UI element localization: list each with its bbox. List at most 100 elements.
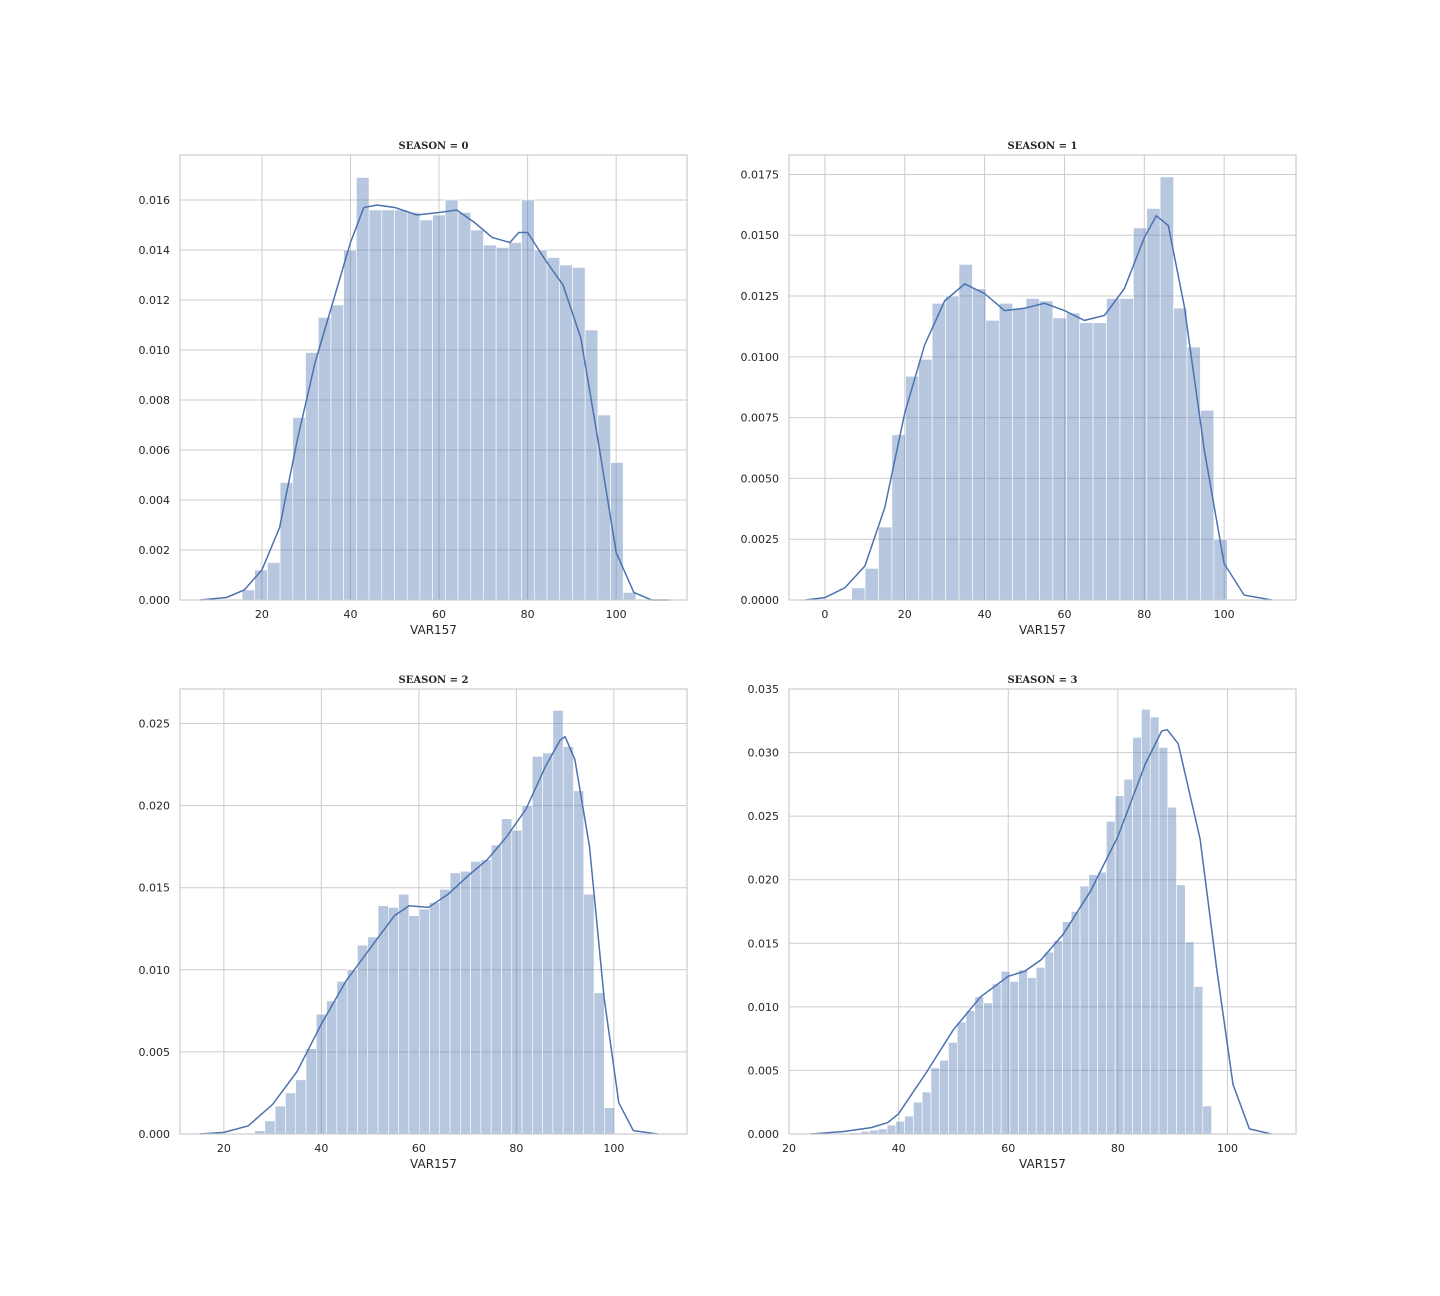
x-tick-label: 100 (606, 608, 627, 621)
histogram-bar (305, 1048, 317, 1135)
histogram-bar (1088, 874, 1098, 1135)
histogram-bar (279, 482, 294, 601)
histogram-bar (445, 199, 459, 601)
y-tick-label: 0.0000 (741, 594, 780, 607)
histogram-bar (886, 1124, 897, 1135)
histogram-bar (1146, 208, 1161, 601)
histogram-bar (521, 805, 533, 1135)
y-tick-label: 0.0150 (741, 229, 780, 242)
x-tick-label: 100 (1217, 1142, 1238, 1155)
histogram-bar (998, 303, 1013, 601)
plot-frame (788, 688, 1297, 1135)
x-axis-label: VAR157 (1019, 1157, 1066, 1171)
y-tick-label: 0.015 (139, 882, 171, 895)
histogram-bar (1184, 941, 1195, 1135)
histogram-bar (864, 568, 879, 601)
x-tick-label: 60 (412, 1142, 426, 1155)
x-axis-label: VAR157 (410, 623, 457, 637)
y-tick-label: 0.0025 (741, 533, 780, 546)
y-tick-label: 0.010 (748, 1001, 780, 1014)
kde-curve (810, 728, 1272, 1135)
histogram-bar (501, 818, 513, 1135)
histogram-bar (470, 861, 482, 1135)
histogram-bar (1106, 298, 1121, 601)
histogram-bar (1123, 778, 1133, 1135)
histogram-bar (254, 569, 268, 601)
panel-0: 0.000 0.002 0.004 0.006 0.008 0.010 0.012 0.014… (139, 141, 688, 637)
y-tick-label: 0.0075 (741, 412, 780, 425)
histogram-bar (1141, 709, 1151, 1135)
histogram-bar (483, 244, 497, 601)
y-tick-label: 0.008 (139, 394, 171, 407)
y-tick-label: 0.010 (139, 964, 171, 977)
histogram-bar (367, 936, 379, 1135)
kde-curve (199, 735, 658, 1135)
histogram-bar (972, 288, 987, 601)
histogram-bar (1092, 322, 1107, 601)
histogram-bar (622, 592, 637, 601)
histogram-bar (945, 295, 960, 601)
y-tick-label: 0.002 (139, 544, 171, 557)
histogram-bar (432, 214, 446, 601)
plot-frame (179, 154, 688, 601)
histogram-bar (930, 1067, 941, 1135)
histogram-bar (398, 893, 410, 1135)
histogram-bar (274, 1105, 286, 1135)
histogram-bar (983, 1002, 993, 1135)
histogram-bar (490, 844, 502, 1135)
y-tick-label: 0.0175 (741, 168, 780, 181)
x-tick-label: 20 (898, 608, 912, 621)
histogram-bar (604, 1107, 615, 1135)
histogram-bar (1070, 911, 1081, 1135)
x-tick-label: 20 (255, 608, 269, 621)
histogram-bar (921, 1091, 932, 1135)
histogram-bar (1186, 346, 1201, 601)
x-axis-label: VAR157 (1019, 623, 1066, 637)
histogram-bar (559, 264, 573, 601)
histogram-bar (1039, 300, 1054, 601)
y-tick-label: 0.005 (748, 1064, 780, 1077)
histogram-bar (1012, 307, 1027, 601)
histogram-bar (573, 790, 585, 1135)
x-tick-label: 80 (509, 1142, 523, 1155)
histogram-bar (1202, 1105, 1212, 1135)
x-tick-label: 0 (821, 608, 828, 621)
panel-2: 0.000 0.005 0.010 0.015 0.020 0.025 20 40 60 80 10… (139, 675, 688, 1171)
y-tick-label: 0.010 (139, 344, 171, 357)
panel-1: 0.0000 0.0025 0.0050 0.0075 0.0100 0.0125 0.01… (741, 141, 1297, 637)
panel-title: SEASON = 2 (399, 675, 469, 686)
x-tick-label: 40 (892, 1142, 906, 1155)
y-tick-label: 0.035 (748, 683, 780, 696)
y-tick-label: 0.000 (139, 1128, 171, 1141)
kde-curve (804, 214, 1273, 601)
histogram-bar (905, 375, 920, 601)
histogram-bar (552, 710, 564, 1135)
histogram-bar (285, 1092, 297, 1135)
histogram-bar (878, 526, 893, 601)
histogram-bar (470, 229, 484, 601)
histogram-bar (457, 212, 472, 601)
histogram-bar (419, 219, 433, 601)
histogram-bar (913, 1101, 923, 1135)
panel-title: SEASON = 0 (399, 141, 469, 152)
histogram-bar (356, 177, 370, 601)
histogram-bar (495, 247, 510, 601)
x-tick-label: 60 (432, 608, 446, 621)
histogram-bar (1009, 981, 1019, 1135)
histogram-bar (948, 1042, 958, 1135)
y-tick-label: 0.0050 (741, 472, 780, 485)
x-axis-label: VAR157 (410, 1157, 457, 1171)
x-tick-label: 40 (343, 608, 357, 621)
histogram-bar (918, 358, 933, 601)
x-tick-label: 40 (314, 1142, 328, 1155)
histogram-bar (891, 434, 906, 601)
histogram-bar (377, 905, 389, 1135)
histogram-bar (956, 1021, 967, 1135)
histogram-bar (449, 872, 461, 1135)
x-tick-label: 80 (521, 608, 535, 621)
histogram-bar (1133, 227, 1148, 601)
y-tick-label: 0.004 (139, 494, 171, 507)
panel-title: SEASON = 3 (1008, 675, 1078, 686)
y-tick-label: 0.014 (139, 244, 171, 257)
histogram-bar (346, 969, 358, 1135)
